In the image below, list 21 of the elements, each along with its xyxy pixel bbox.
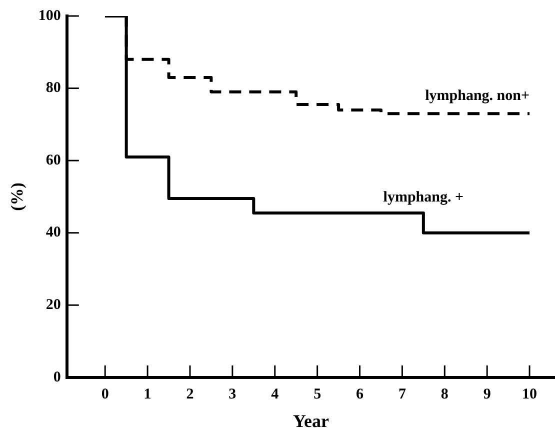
x-tick-label: 5 (314, 386, 322, 402)
x-tick-label: 6 (356, 386, 364, 402)
x-tick-label: 8 (440, 386, 448, 402)
x-tick-label: 0 (101, 386, 109, 402)
series-label: lymphang. + (383, 189, 464, 206)
y-tick-label: 0 (53, 369, 61, 386)
y-tick-label: 20 (46, 296, 61, 313)
x-axis-title: Year (292, 410, 329, 431)
y-tick-label: 100 (38, 8, 61, 24)
x-tick-label: 10 (522, 386, 538, 402)
x-tick-label: 2 (186, 386, 194, 402)
y-tick-label: 40 (46, 224, 61, 241)
x-tick-label: 4 (271, 386, 280, 402)
series-label: lymphang. non+ (425, 88, 530, 104)
y-axis-title: (%) (8, 182, 27, 211)
x-tick-label: 1 (144, 386, 152, 402)
y-tick-label: 80 (46, 80, 61, 96)
x-tick-label: 9 (483, 386, 491, 402)
y-tick-label: 60 (46, 152, 61, 168)
x-tick-label: 3 (228, 386, 236, 402)
x-tick-label: 7 (398, 386, 406, 402)
